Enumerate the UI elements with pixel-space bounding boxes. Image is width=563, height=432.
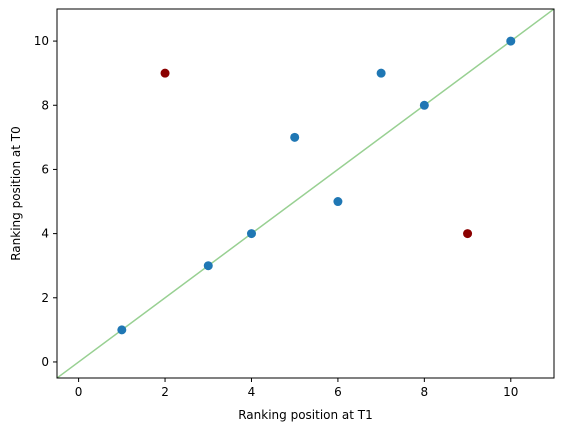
x-tick-label: 2 [161,385,169,399]
x-tick-label: 10 [503,385,518,399]
data-point [117,325,127,335]
data-point [506,36,516,46]
axis-ticks: 0 2 4 6 8 10 0 2 4 6 8 10 [34,34,519,399]
y-tick-label: 2 [41,291,49,305]
y-tick-label: 4 [41,227,49,241]
reference-line [57,9,554,378]
x-tick-label: 8 [421,385,429,399]
data-point [290,132,300,142]
y-tick-label: 10 [34,34,49,48]
data-point [376,68,386,78]
y-tick-label: 0 [41,355,49,369]
y-tick-label: 8 [41,98,49,112]
plot-frame [56,8,555,379]
x-tick-label: 6 [334,385,342,399]
data-point [419,100,429,110]
x-axis-label: Ranking position at T1 [238,408,373,422]
y-tick-label: 6 [41,162,49,176]
y-axis-label: Ranking position at T0 [9,126,23,261]
data-point [333,197,343,207]
x-tick-label: 4 [248,385,256,399]
data-point [160,68,170,78]
plot-content [57,9,554,378]
data-point [246,229,256,239]
plot-area [57,9,554,378]
data-point [463,229,473,239]
x-tick-label: 0 [75,385,83,399]
data-point [203,261,213,271]
